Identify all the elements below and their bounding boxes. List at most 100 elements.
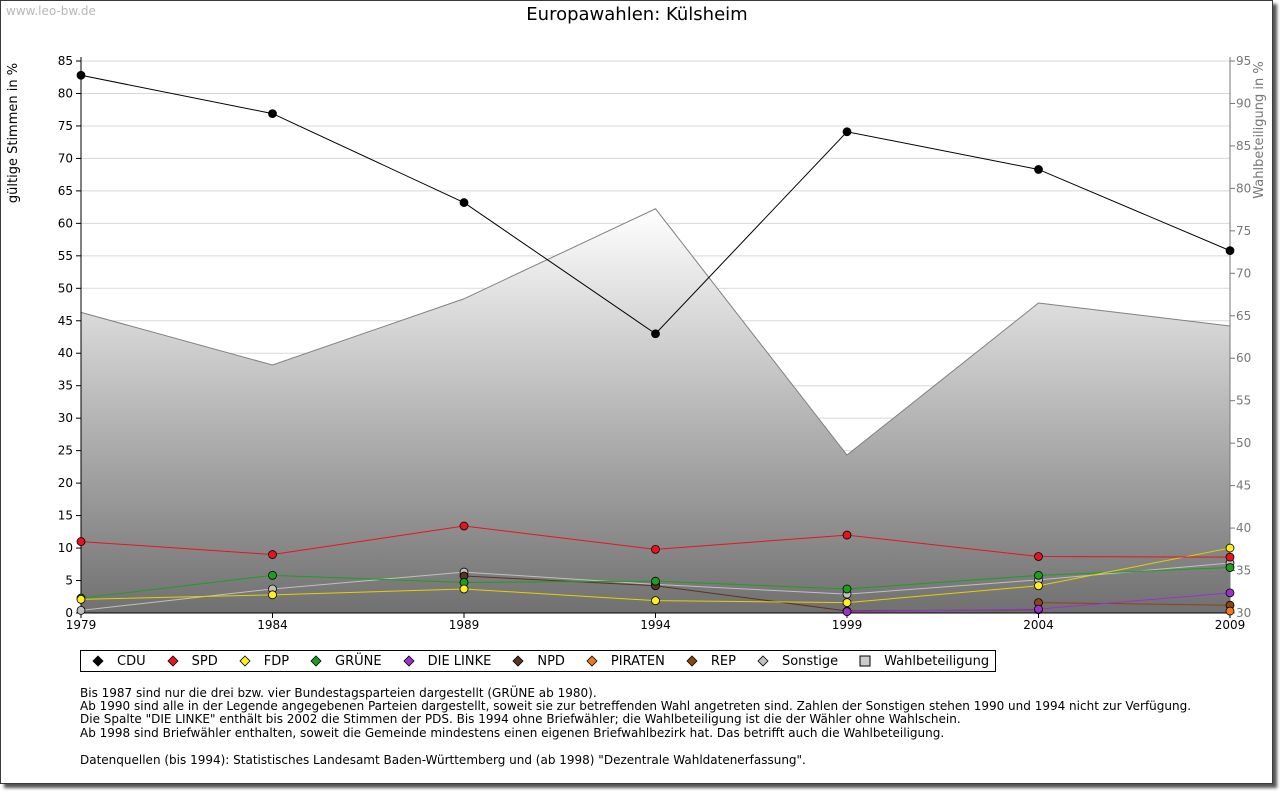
turnout-area [81,208,1230,613]
y-tick-label: 10 [58,541,73,555]
legend-item: DIE LINKE [402,653,492,669]
data-point-cdu [1034,165,1043,174]
y-tick-label: 30 [58,411,73,425]
y2-tick-label: 95 [1236,54,1251,68]
data-point-cdu [842,127,852,137]
x-tick-label: 1999 [832,618,863,632]
legend-marker [757,655,769,667]
legend-item: Wahlbeteiligung [858,654,989,669]
y-tick-label: 55 [58,249,73,263]
x-tick-label: 1994 [640,618,671,632]
data-point-spd [459,521,469,531]
data-point-spd [76,537,86,546]
legend-marker [586,655,598,667]
y-tick-label: 80 [58,86,73,100]
legend-item: REP [685,654,736,669]
notes: Bis 1987 sind nur die drei bzw. vier Bun… [80,686,1192,740]
data-point-fdp [76,594,86,604]
x-tick-label: 2009 [1215,618,1246,632]
y2-tick-label: 75 [1236,224,1251,238]
y2-tick-label: 85 [1236,139,1251,153]
data-point-fdp [1225,543,1235,553]
data-point-cdu [76,70,86,80]
data-source: Datenquellen (bis 1994): Statistisches L… [80,753,806,767]
x-tick-label: 1979 [66,618,97,632]
legend-marker [686,655,698,667]
legend-label: CDU [117,653,146,669]
x-tick-label: 1989 [449,618,480,632]
legend-item: PIRATEN [585,654,665,669]
y-tick-label: 60 [58,216,73,230]
data-point-spd [1225,552,1235,562]
turnout-line [80,208,1231,456]
data-point-sonstige [76,606,86,615]
legend-label: Sonstige [781,653,839,669]
data-point-cdu [651,329,660,339]
legend-label: Wahlbeteiligung [884,653,990,669]
y2-axis-label: Wahlbeteiligung in % [1252,61,1267,198]
y2-tick-label: 60 [1236,351,1251,365]
y2-tick-label: 70 [1236,266,1251,280]
data-point-die-linke [1034,604,1043,614]
data-point-spd [651,544,660,554]
data-point-spd [842,530,852,540]
data-point-die-linke [1225,588,1235,598]
data-point-gr-ne [1225,563,1235,572]
y2-tick-label: 55 [1236,394,1251,408]
legend-item: SPD [166,654,218,669]
data-point-fdp [1034,581,1043,591]
x-tick-label: 2004 [1023,618,1054,632]
data-point-spd [1034,552,1043,561]
data-point-gr-ne [651,576,660,586]
y-tick-label: 25 [58,444,73,458]
data-point-piraten [1225,606,1235,616]
legend-item: GRÜNE [309,654,382,669]
y-tick-label: 5 [65,574,73,588]
data-point-cdu [459,198,469,207]
legend-item: FDP [238,654,289,669]
chart: Europawahlen: Külsheim 0 5 10 15 20 25 30 35 40 4… [6,4,1267,632]
y-tick-label: 40 [58,346,73,360]
note-line: Ab 1990 sind alle in der Legende angegeb… [80,699,1192,714]
data-point-cdu [268,109,277,119]
data-point-gr-ne [268,570,277,580]
data-point-gr-ne [1034,570,1043,580]
legend-marker [512,655,524,667]
chart-title: Europawahlen: Külsheim [526,4,747,25]
watermark: www.leo-bw.de [6,4,96,18]
y-tick-label: 70 [58,151,73,165]
legend-label: NPD [537,653,565,669]
legend: CDU SPD FDP GRÜNE DIE LINKE NPD PIRATEN REP Sons… [80,650,997,672]
legend-label: PIRATEN [610,653,665,669]
x-tick-label: 1984 [257,618,288,632]
y-tick-label: 85 [58,54,73,68]
data-point-fdp [842,598,852,608]
data-point-fdp [459,584,469,594]
y-tick-label: 45 [58,314,73,328]
legend-label: SPD [191,653,218,669]
y2-tick-label: 65 [1236,309,1251,323]
data-point-cdu [1225,246,1235,256]
legend-item: NPD [511,654,565,669]
data-point-gr-ne [842,584,852,594]
legend-item: CDU [91,654,146,669]
legend-label: REP [710,653,736,669]
y-tick-label: 65 [58,184,73,198]
legend-marker [239,655,251,667]
legend-item: Sonstige [756,654,838,669]
legend-label: GRÜNE [335,653,382,669]
y2-tick-label: 30 [1236,606,1251,620]
note-line: Bis 1987 sind nur die drei bzw. vier Bun… [80,686,597,700]
y2-tick-label: 45 [1236,479,1251,493]
legend-label: FDP [263,653,290,669]
y2-tick-label: 50 [1236,436,1251,450]
legend-marker [859,655,871,667]
y2-tick-label: 40 [1236,521,1251,535]
legend-label: DIE LINKE [427,653,492,669]
y2-tick-label: 35 [1236,564,1251,578]
data-point-fdp [268,590,277,600]
legend-marker [92,655,104,667]
data-point-fdp [651,596,660,606]
y-tick-label: 20 [58,476,73,490]
series-line-rep [1038,602,1231,606]
